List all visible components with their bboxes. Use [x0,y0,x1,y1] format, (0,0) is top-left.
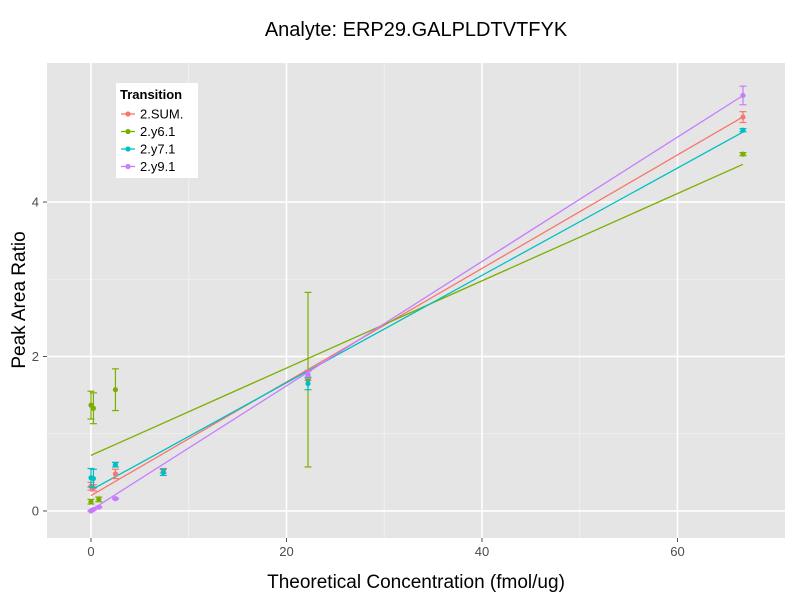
x-tick-label: 40 [475,544,489,559]
fit-line [90,131,744,491]
legend-items: 2.SUM. 2.y6.1 2.y7.1 2.y9.1 [121,107,183,174]
data-point [90,506,97,513]
legend-title: Transition [120,87,182,102]
chart-title: Analyte: ERP29.GALPLDTVTFYK [265,19,568,41]
legend-label: 2.y7.1 [140,142,175,157]
data-point [160,469,166,475]
data-point [88,499,94,505]
legend: Transition 2.SUM. 2.y6.1 2.y7.1 2.y9.1 [116,83,198,178]
axis-ticks: 0 20 40 60 0 2 4 [32,195,685,559]
y-tick-label: 2 [32,349,39,364]
data-point [112,496,119,502]
y-axis-title: Peak Area Ratio [9,231,30,368]
data-point [112,462,119,468]
data-point [96,504,102,510]
data-point [305,380,311,387]
fit-line [90,94,744,511]
x-tick-label: 0 [87,544,94,559]
data-point [305,371,311,377]
data-points [87,85,747,514]
grid-lines [47,63,785,538]
x-tick-label: 60 [670,544,684,559]
data-point [112,471,119,477]
legend-label: 2.y6.1 [140,124,175,139]
data-point [740,151,746,157]
fit-lines [90,94,744,511]
fit-line [90,163,744,456]
data-point [112,387,119,393]
legend-key-point [125,111,131,117]
legend-key-point [125,146,131,152]
fit-line [90,116,744,497]
y-tick-label: 4 [32,195,39,210]
data-point [740,92,746,99]
data-point [740,127,746,133]
legend-key-point [125,163,131,170]
x-tick-label: 20 [279,544,293,559]
data-point [96,496,102,502]
data-point [740,114,746,120]
data-point [90,475,97,482]
legend-label: 2.SUM. [140,107,183,122]
x-axis-title: Theoretical Concentration (fmol/ug) [267,572,565,593]
legend-key-point [125,128,131,135]
legend-label: 2.y9.1 [140,159,175,174]
data-point [90,405,97,411]
y-tick-label: 0 [32,503,39,518]
